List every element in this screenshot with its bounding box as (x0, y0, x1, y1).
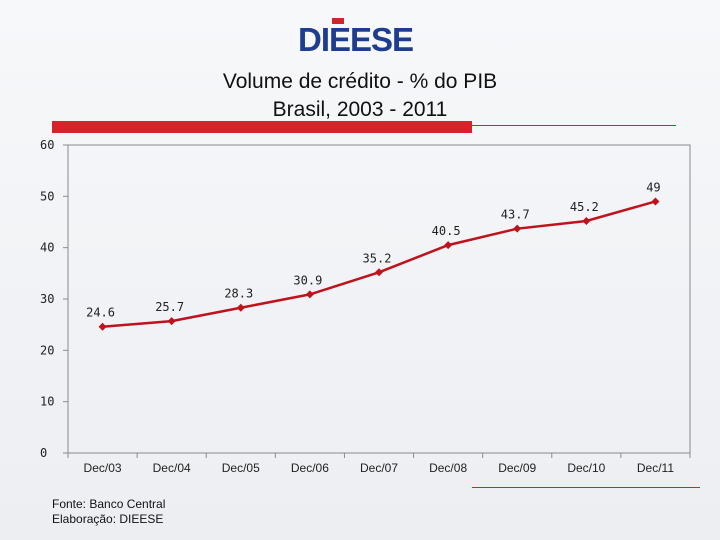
data-point (167, 317, 176, 326)
x-tick-label: Dec/11 (637, 461, 674, 475)
x-tick-label: Dec/10 (567, 461, 605, 475)
chart-title: Volume de crédito - % do PIB Brasil, 200… (0, 68, 720, 124)
chart-subtitle: Brasil, 2003 - 2011 (272, 98, 448, 121)
red-accent-line (472, 125, 676, 126)
data-label: 35.2 (363, 251, 392, 265)
y-tick-label: 30 (40, 292, 54, 306)
data-label: 43.7 (501, 208, 530, 222)
y-tick-label: 20 (40, 343, 54, 357)
data-point (375, 268, 383, 277)
data-point (513, 224, 522, 233)
dieese-logo: DIEESE (298, 18, 414, 58)
y-tick-label: 10 (40, 395, 54, 409)
y-axis-ticks: 0 10 20 30 40 50 60 (40, 138, 68, 460)
logo-accent (332, 18, 344, 24)
data-point (444, 241, 453, 250)
x-tick-label: Dec/07 (360, 461, 398, 475)
x-tick-label: Dec/05 (222, 461, 260, 475)
data-label: 40.5 (432, 224, 461, 238)
data-label: 45.2 (570, 200, 599, 214)
chart-axes (67, 144, 691, 454)
data-point (98, 322, 107, 331)
series-group (98, 197, 660, 331)
credit-line: Elaboração: DIEESE (52, 512, 164, 526)
plot-area-frame (67, 144, 691, 454)
data-point (236, 303, 245, 312)
x-tick-label: Dec/08 (429, 461, 467, 475)
source-note: Fonte: Banco Central Elaboração: DIEESE (52, 497, 165, 527)
y-tick-label: 50 (40, 189, 54, 203)
data-label: 24.6 (86, 306, 115, 320)
data-label: 25.7 (155, 300, 184, 314)
logo-text: DIEESE (298, 21, 413, 58)
x-tick-label: Dec/09 (498, 461, 536, 475)
y-tick-label: 40 (40, 241, 54, 255)
data-label: 30.9 (293, 273, 322, 287)
red-accent-bar (52, 121, 472, 133)
chart-title-line1: Volume de crédito - % do PIB (222, 70, 498, 93)
y-tick-label: 60 (40, 138, 54, 152)
data-point (582, 216, 591, 225)
bottom-accent-line (472, 487, 700, 488)
data-labels: 24.6 25.7 28.3 30.9 35.2 40.5 43.7 45.2 49 (86, 180, 661, 319)
x-axis-ticks: Dec/03 Dec/04 Dec/05 Dec/06 Dec/07 Dec/08 Dec/… (67, 453, 691, 475)
data-label: 49 (646, 180, 660, 194)
x-tick-label: Dec/06 (291, 461, 329, 475)
x-tick-label: Dec/03 (84, 461, 122, 475)
y-tick-label: 0 (40, 446, 47, 460)
x-tick-label: Dec/04 (153, 461, 191, 475)
data-label: 28.3 (224, 287, 253, 301)
data-point (305, 290, 314, 299)
source-line: Fonte: Banco Central (52, 497, 166, 511)
data-point (651, 197, 660, 206)
